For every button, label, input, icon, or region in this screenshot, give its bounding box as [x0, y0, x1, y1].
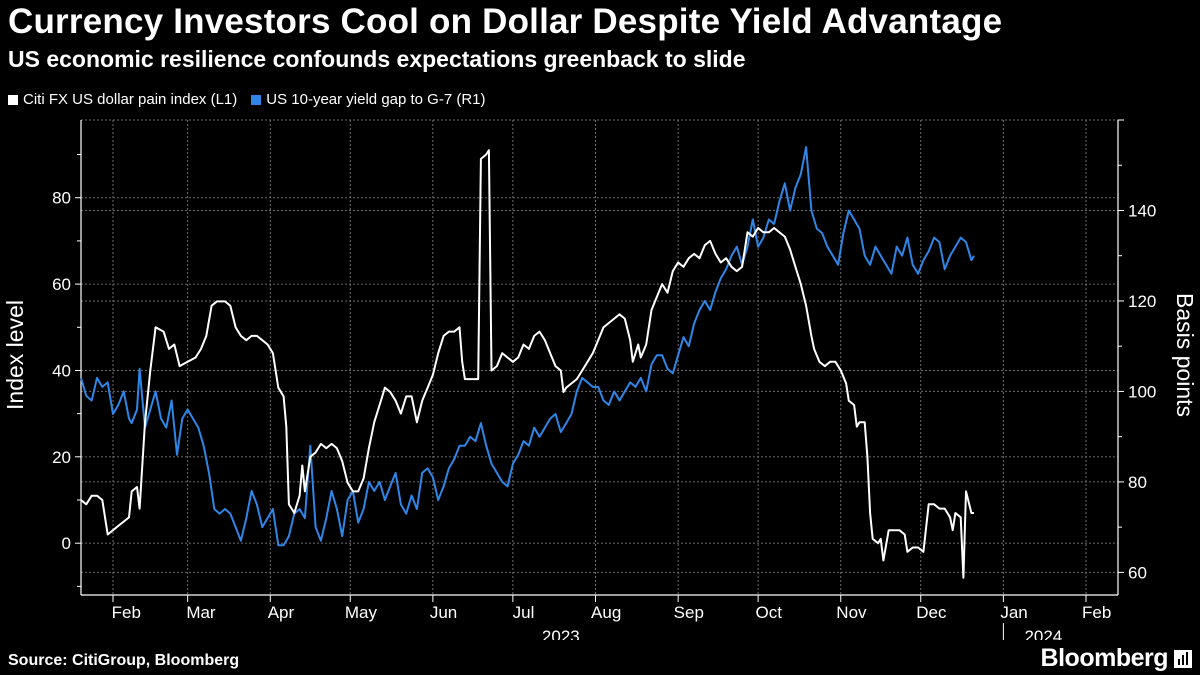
series-lines — [80, 146, 975, 579]
chart-title: Currency Investors Cool on Dollar Despit… — [8, 2, 1003, 41]
x-tick-label-9: Nov — [836, 603, 867, 622]
x-tick-label-2: Apr — [268, 603, 295, 622]
tick-label-left-60: 60 — [52, 275, 71, 294]
grid-lines — [81, 119, 1118, 595]
x-tick-label-11: Jan — [1000, 603, 1027, 622]
legend-label-yield-gap: US 10-year yield gap to G-7 (R1) — [266, 91, 486, 108]
tick-label-right-140: 140 — [1128, 201, 1156, 220]
tick-label-left-0: 0 — [62, 534, 71, 553]
line-chart: 0 20 40 60 80 60 80 100 120 140 Feb Mar Apr May Jun Jul… — [2, 119, 1198, 640]
tick-label-right-80: 80 — [1128, 473, 1147, 492]
x-tick-label-5: Jul — [513, 603, 535, 622]
tick-label-right-120: 120 — [1128, 292, 1156, 311]
x-tick-label-10: Dec — [916, 603, 947, 622]
legend-item-pain-index: Citi FX US dollar pain index (L1) — [8, 91, 237, 108]
tick-label-left-40: 40 — [52, 361, 71, 380]
x-tick-label-1: Mar — [186, 603, 216, 622]
series-line-yield-gap — [80, 146, 975, 547]
x-tick-label-0: Feb — [112, 603, 141, 622]
x-tick-label-7: Sep — [674, 603, 704, 622]
x-tick-label-6: Aug — [591, 603, 621, 622]
y-axis-right-title: Basis points — [1172, 293, 1198, 417]
x-year-label-1: 2024 — [1024, 627, 1062, 640]
tick-label-right-100: 100 — [1128, 382, 1156, 401]
tick-label-right-60: 60 — [1128, 563, 1147, 582]
bloomberg-logo-icon — [1174, 649, 1192, 668]
axes: 0 20 40 60 80 60 80 100 120 140 Feb Mar Apr May Jun Jul… — [52, 119, 1156, 640]
legend-item-yield-gap: US 10-year yield gap to G-7 (R1) — [251, 91, 486, 108]
brand-name: Bloomberg — [1040, 644, 1169, 672]
tick-label-left-80: 80 — [52, 189, 71, 208]
x-year-label-0: 2023 — [542, 627, 580, 640]
x-tick-label-8: Oct — [756, 603, 783, 622]
x-tick-label-12: Feb — [1082, 603, 1111, 622]
x-tick-label-4: Jun — [430, 603, 457, 622]
legend-label-pain-index: Citi FX US dollar pain index (L1) — [23, 91, 238, 108]
brand-mark: Bloomberg — [1041, 644, 1192, 673]
series-line-pain-index — [80, 149, 974, 579]
legend-swatch-pain-index — [8, 94, 18, 105]
chart-legend: Citi FX US dollar pain index (L1) US 10-… — [8, 91, 500, 108]
y-axis-left-title: Index level — [2, 300, 28, 410]
tick-label-left-20: 20 — [52, 448, 71, 467]
source-note: Source: CitiGroup, Bloomberg — [8, 652, 240, 669]
x-tick-label-3: May — [345, 603, 378, 622]
chart-subtitle: US economic resilience confounds expecta… — [8, 46, 746, 72]
legend-swatch-yield-gap — [251, 94, 262, 105]
